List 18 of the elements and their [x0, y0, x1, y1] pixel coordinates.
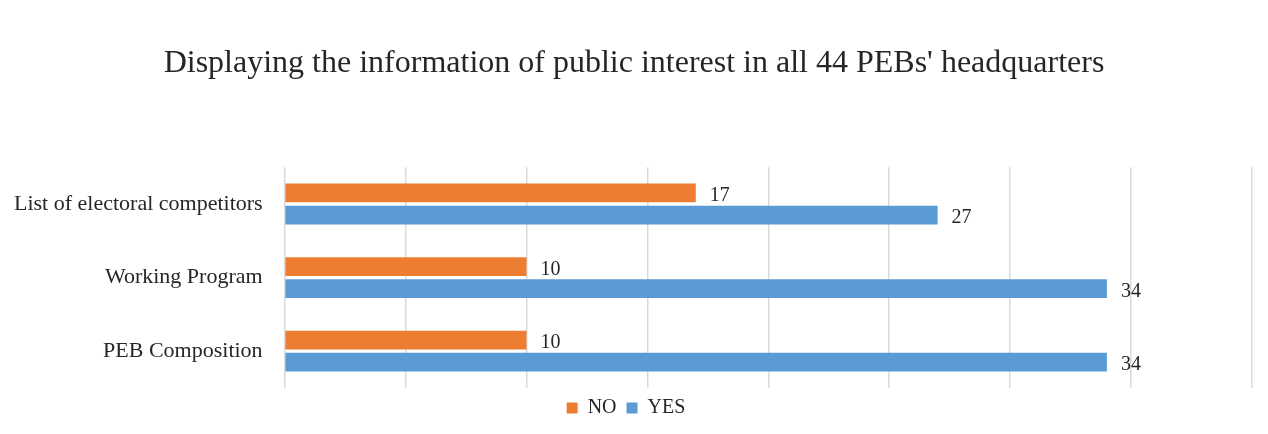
legend-label: NO — [587, 395, 617, 418]
bar — [285, 352, 1107, 372]
legend-label: YES — [647, 395, 686, 418]
y-tick-label: PEB Composition — [103, 336, 263, 362]
bar — [285, 279, 1107, 299]
y-tick-label: Working Program — [104, 263, 263, 289]
bar — [285, 183, 696, 203]
data-label: 17 — [709, 183, 730, 206]
data-label: 10 — [540, 330, 561, 353]
data-label: 27 — [951, 205, 972, 228]
data-label: 34 — [1120, 278, 1141, 301]
data-label: 10 — [540, 256, 561, 279]
y-tick-label: List of electoral competitors — [14, 189, 263, 215]
bar — [285, 205, 938, 225]
data-label: 34 — [1120, 352, 1141, 375]
chart-title: Displaying the information of public interest in all 44 PEBs' headquarters — [162, 42, 1106, 81]
bar — [285, 257, 527, 276]
bar — [285, 330, 527, 350]
